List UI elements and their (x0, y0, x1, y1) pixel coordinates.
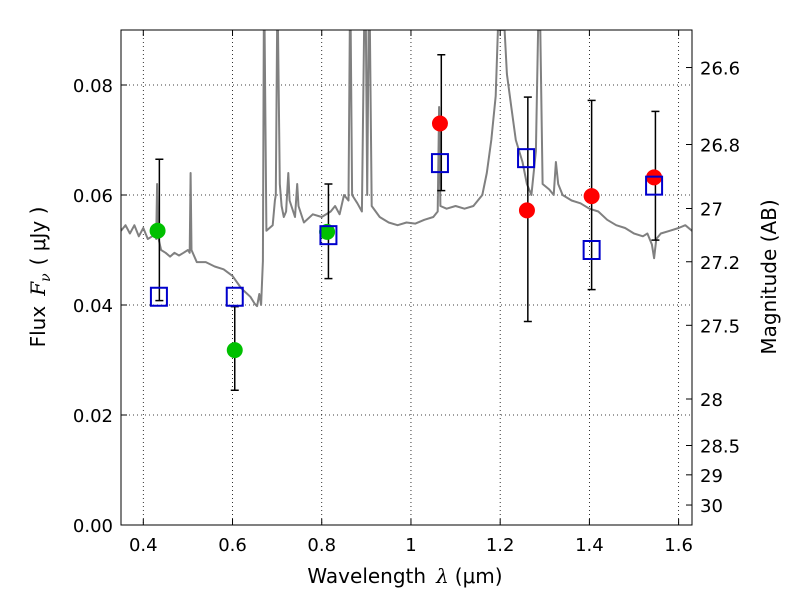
model-square-marker (582, 240, 601, 260)
x-tick-label: 1.4 (575, 535, 604, 556)
x-tick-label: 0.6 (218, 535, 247, 556)
y-tick-label: 0.04 (73, 296, 113, 317)
x-tick-label: 1 (405, 535, 416, 556)
green-data-point (149, 222, 166, 239)
model-square-marker (645, 175, 664, 196)
mag-tick-label: 27 (700, 200, 723, 221)
grid-lines (121, 30, 692, 526)
axes: 0.4 0.6 0.8 1 1.2 1.4 1.6 0.00 0.02 0.04 0.06 0.08 2… (73, 30, 740, 556)
data-points (149, 115, 664, 359)
x-tick-label: 1.6 (664, 535, 693, 556)
y-tick-label: 0.06 (73, 186, 113, 207)
model-square-marker (149, 286, 168, 307)
y2-axis-label: Magnitude (AB) (757, 199, 781, 354)
mag-tick-label: 26.8 (700, 135, 740, 156)
x-axis-label-symbol: λ (435, 564, 449, 588)
y-axis-label-symbol: F (26, 281, 50, 297)
red-data-point (518, 202, 535, 219)
x-axis-label-text: Wavelength (307, 564, 426, 588)
y-axis-label-unit: ( μJy ) (26, 207, 50, 266)
red-data-point (431, 115, 448, 132)
x-tick-label: 0.8 (307, 535, 336, 556)
mag-tick-label: 28 (700, 390, 723, 411)
spectrum-line (121, 30, 692, 308)
model-spectrum (121, 30, 692, 308)
y-tick-label: 0.08 (73, 76, 113, 97)
mag-tick-label: 30 (700, 496, 723, 517)
mag-tick-label: 28.5 (700, 437, 740, 458)
model-square-marker (319, 225, 338, 246)
y-tick-label: 0.00 (73, 516, 113, 537)
model-square-marker (225, 286, 244, 307)
x-axis-label-unit: (μm) (455, 564, 503, 588)
y-axis-label: Flux Fν ( μJy ) (26, 207, 54, 348)
y-axis-label-text: Flux (26, 306, 50, 348)
mag-tick-label: 27.5 (700, 316, 740, 337)
plot-frame (120, 29, 693, 526)
x-tick-label: 0.4 (129, 535, 158, 556)
red-data-point (583, 188, 600, 205)
x-tick-label: 1.2 (486, 535, 515, 556)
mag-tick-label: 27.2 (700, 253, 740, 274)
mag-tick-label: 29 (700, 466, 723, 487)
y-axis-label-subscript: ν (38, 273, 54, 282)
y-tick-label: 0.02 (73, 406, 113, 427)
mag-tick-label: 26.6 (700, 59, 740, 80)
green-data-point (226, 342, 243, 359)
x-axis-label: Wavelength λ (μm) (307, 564, 502, 588)
model-square-marker (517, 148, 536, 169)
model-square-marker (430, 153, 449, 174)
